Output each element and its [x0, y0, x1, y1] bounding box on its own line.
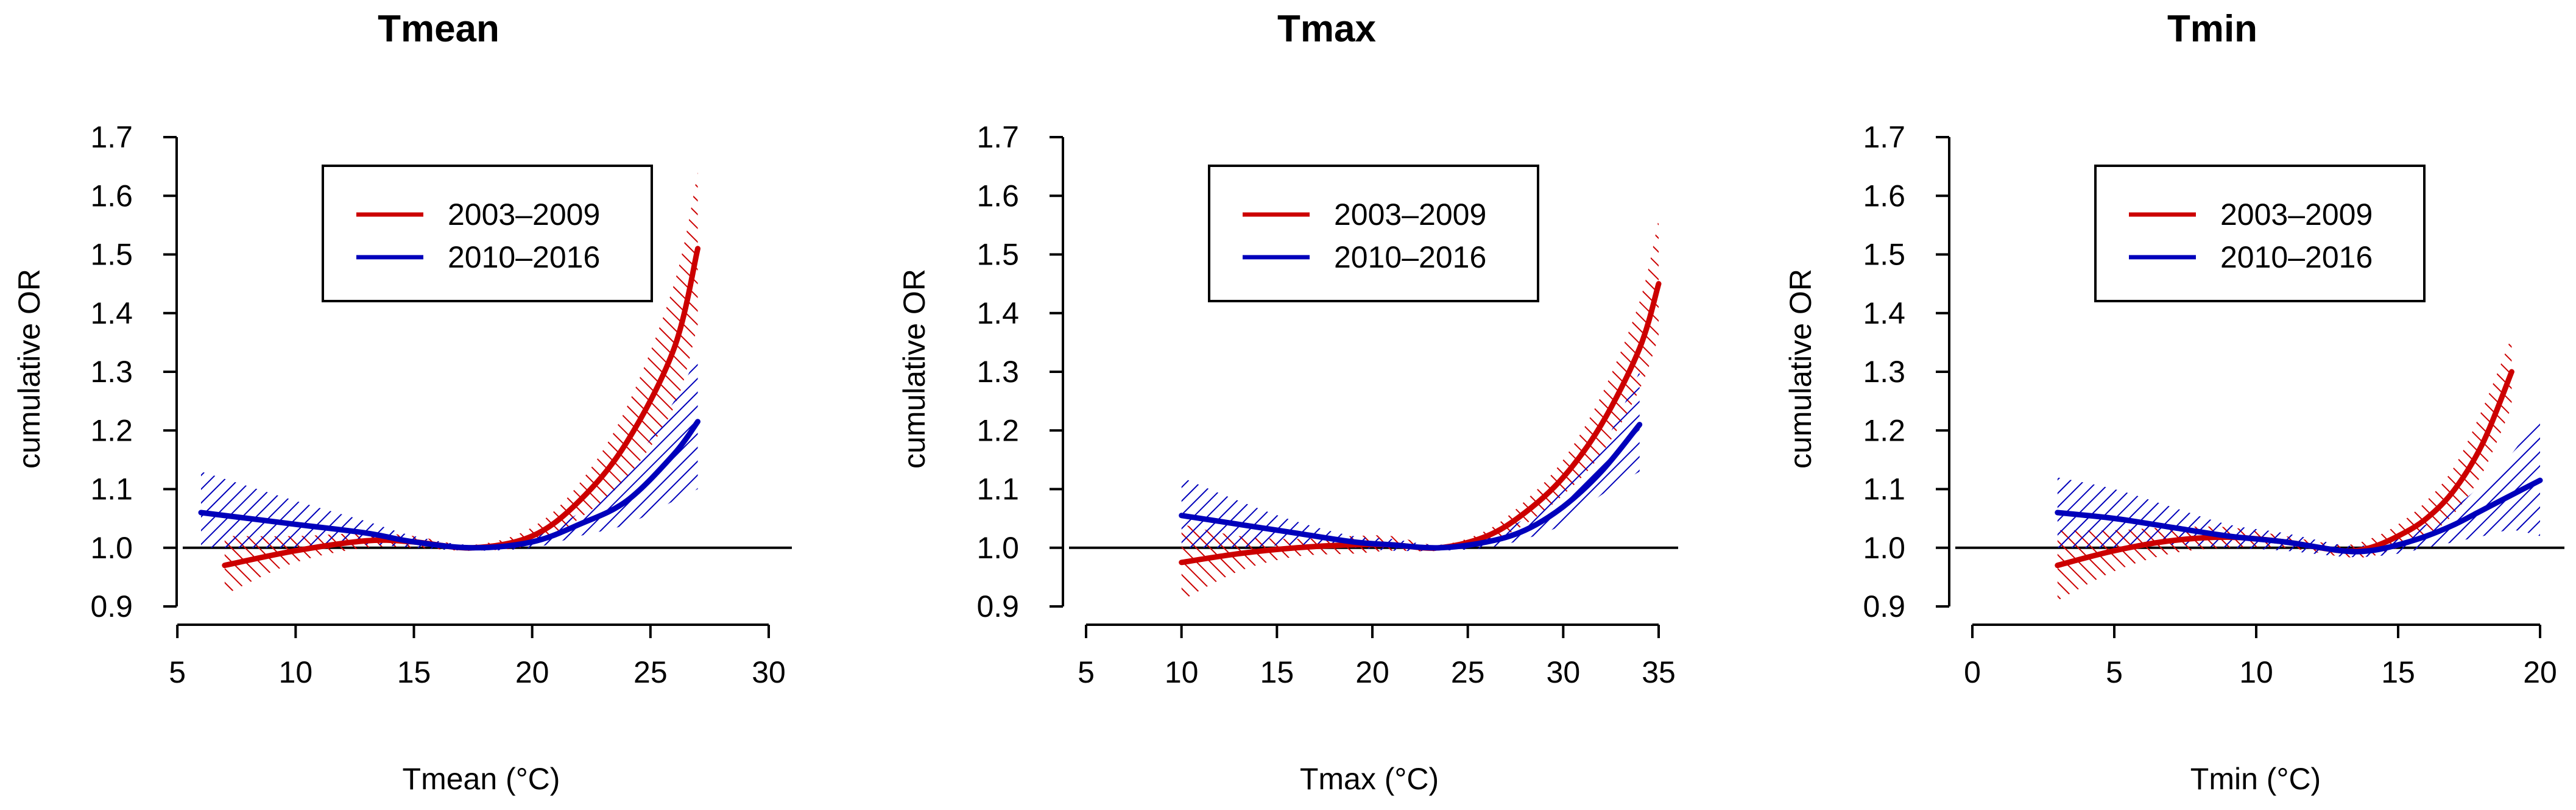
- legend-box: [2094, 165, 2426, 302]
- x-tick-label: 20: [1355, 655, 1389, 689]
- x-tick-label: 10: [2239, 655, 2273, 689]
- axes: 0.9 1.0 1.1 1.2 1.3 1.4 1.5 1.6 1.7 5 10 15 20 25 30: [90, 120, 792, 689]
- x-tick-label: 30: [1547, 655, 1581, 689]
- series-lines: [2055, 369, 2543, 569]
- series-line-2003–2009: [1179, 281, 1662, 566]
- series-line-2003–2009: [222, 246, 700, 569]
- y-tick-label: 1.4: [1863, 296, 1905, 330]
- confidence-band-2010–2016: [201, 354, 698, 551]
- y-tick-label: 1.6: [976, 179, 1019, 213]
- panel-title: Tmean: [378, 8, 499, 50]
- x-tick-label: 20: [515, 655, 549, 689]
- x-tick-label: 15: [1260, 655, 1294, 689]
- confidence-bands: [201, 172, 698, 595]
- x-tick-label: 15: [397, 655, 431, 689]
- panel-tmin: Tmin Tmin (°C) cumulative OR 0.9 1.0 1.1 1.…: [1784, 8, 2564, 796]
- panel-tmean: Tmean Tmean (°C) cumulative OR 0.9 1.0 1.1…: [12, 8, 792, 796]
- panel-title: Tmin: [2167, 8, 2257, 50]
- confidence-band-2003–2009: [224, 172, 698, 595]
- x-tick-label: 20: [2523, 655, 2557, 689]
- legend-label-2010-2016: 2010–2016: [2220, 240, 2373, 274]
- y-tick-label: 1.7: [90, 120, 133, 154]
- y-tick-label: 1.5: [90, 238, 133, 272]
- y-tick-label: 1.0: [976, 531, 1019, 565]
- x-tick-label: 15: [2381, 655, 2415, 689]
- x-tick-label: 25: [1451, 655, 1485, 689]
- y-tick-label: 1.0: [1863, 531, 1905, 565]
- y-axis-label: cumulative OR: [897, 269, 931, 469]
- y-tick-label: 1.7: [1863, 120, 1905, 154]
- panel-title: Tmax: [1277, 8, 1376, 50]
- x-axis-label: Tmin (°C): [2190, 762, 2321, 796]
- y-axis-label: cumulative OR: [12, 269, 46, 469]
- y-tick-label: 1.0: [90, 531, 133, 565]
- confidence-band-2010–2016: [1181, 372, 1640, 552]
- y-tick-label: 1.2: [90, 413, 133, 447]
- y-tick-label: 0.9: [1863, 589, 1905, 623]
- legend: 2003–2009 2010–2016: [322, 165, 653, 302]
- confidence-band-2003–2009: [2057, 336, 2512, 601]
- series-line-2010–2016: [1179, 422, 1643, 551]
- y-tick-label: 1.2: [1863, 413, 1905, 447]
- y-tick-label: 1.4: [90, 296, 133, 330]
- x-tick-label: 10: [1165, 655, 1199, 689]
- axes: 0.9 1.0 1.1 1.2 1.3 1.4 1.5 1.6 1.7 0 5 10 15 20: [1863, 120, 2564, 689]
- x-axis-label: Tmean (°C): [403, 762, 560, 796]
- legend: 2003–2009 2010–2016: [2094, 165, 2426, 302]
- confidence-band-2010–2016: [2057, 413, 2540, 558]
- panel-tmax: Tmax Tmax (°C) cumulative OR 0.9 1.0 1.1 1.…: [897, 8, 1678, 796]
- x-tick-label: 30: [752, 655, 786, 689]
- y-tick-label: 1.1: [1863, 472, 1905, 506]
- y-tick-label: 1.6: [1863, 179, 1905, 213]
- series-line-2010–2016: [198, 419, 700, 551]
- series-lines: [1179, 281, 1662, 566]
- y-tick-label: 0.9: [90, 589, 133, 623]
- x-tick-label: 5: [1078, 655, 1095, 689]
- x-tick-label: 0: [1964, 655, 1981, 689]
- legend-box: [1208, 165, 1539, 302]
- y-tick-label: 1.3: [1863, 355, 1905, 389]
- y-tick-label: 1.1: [90, 472, 133, 506]
- y-tick-label: 1.2: [976, 413, 1019, 447]
- y-tick-label: 1.4: [976, 296, 1019, 330]
- x-axis-label: Tmax (°C): [1300, 762, 1439, 796]
- series-lines: [198, 246, 700, 569]
- x-tick-label: 10: [279, 655, 313, 689]
- y-tick-label: 1.3: [90, 355, 133, 389]
- legend-box: [322, 165, 653, 302]
- series-line-2010–2016: [2055, 477, 2543, 555]
- confidence-bands: [1181, 219, 1659, 601]
- legend-label-2003-2009: 2003–2009: [1334, 197, 1486, 232]
- x-tick-label: 25: [633, 655, 668, 689]
- y-axis-label: cumulative OR: [1784, 269, 1818, 469]
- axes: 0.9 1.0 1.1 1.2 1.3 1.4 1.5 1.6 1.7 5 10 15 20 25 30 35: [976, 120, 1678, 689]
- x-tick-label: 5: [169, 655, 186, 689]
- legend: 2003–2009 2010–2016: [1208, 165, 1539, 302]
- legend-label-2010-2016: 2010–2016: [1334, 240, 1486, 274]
- legend-label-2003-2009: 2003–2009: [448, 197, 600, 232]
- y-tick-label: 1.5: [976, 238, 1019, 272]
- legend-label-2003-2009: 2003–2009: [2220, 197, 2373, 232]
- y-tick-label: 1.5: [1863, 238, 1905, 272]
- confidence-band-2003–2009: [1181, 219, 1659, 601]
- y-tick-label: 0.9: [976, 589, 1019, 623]
- y-tick-label: 1.7: [976, 120, 1019, 154]
- legend-label-2010-2016: 2010–2016: [448, 240, 600, 274]
- x-tick-label: 35: [1642, 655, 1676, 689]
- y-tick-label: 1.1: [976, 472, 1019, 506]
- x-tick-label: 5: [2106, 655, 2123, 689]
- y-tick-label: 1.3: [976, 355, 1019, 389]
- y-tick-label: 1.6: [90, 179, 133, 213]
